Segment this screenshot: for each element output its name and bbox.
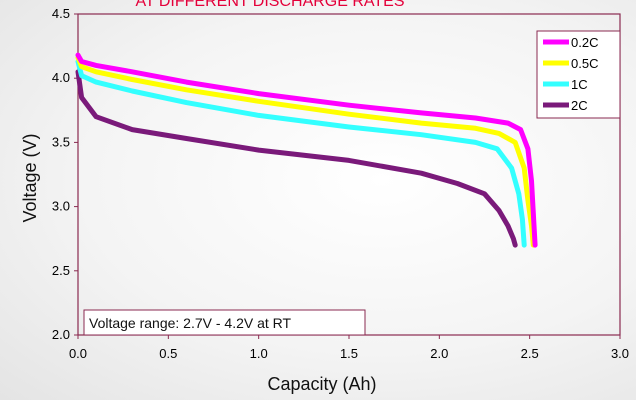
series-lines xyxy=(75,52,538,248)
x-axis: 0.0 0.5 1.0 1.5 2.0 2.5 3.0 xyxy=(69,335,629,361)
legend-label: 1C xyxy=(571,77,588,92)
y-tick-label: 3.0 xyxy=(52,199,70,214)
legend-label: 2C xyxy=(571,98,588,113)
y-tick-label: 3.5 xyxy=(52,134,70,149)
x-tick-label: 2.5 xyxy=(521,346,539,361)
legend-label: 0.5C xyxy=(571,56,598,71)
x-tick-label: 1.5 xyxy=(340,346,358,361)
legend: 0.2C 0.5C 1C 2C xyxy=(543,35,598,113)
annotation-text: Voltage range: 2.7V - 4.2V at RT xyxy=(89,315,292,331)
series-line-2c xyxy=(75,69,518,248)
annotation-box xyxy=(83,309,366,336)
chart-title: AT DIFFERENT DISCHARGE RATES xyxy=(135,0,404,10)
x-tick-label: 3.0 xyxy=(611,346,629,361)
y-tick-label: 2.0 xyxy=(52,327,70,342)
y-tick-label: 2.5 xyxy=(52,263,70,278)
x-axis-title: Capacity (Ah) xyxy=(267,374,376,394)
x-tick-label: 0.5 xyxy=(159,346,177,361)
series-line-0-2c xyxy=(75,52,538,248)
y-axis: 2.0 2.5 3.0 3.5 4.0 4.5 xyxy=(52,6,78,342)
x-tick-label: 0.0 xyxy=(69,346,87,361)
x-tick-label: 1.0 xyxy=(250,346,268,361)
series-line-0-5c xyxy=(75,55,536,248)
y-tick-label: 4.0 xyxy=(52,70,70,85)
legend-label: 0.2C xyxy=(571,35,598,50)
y-tick-label: 4.5 xyxy=(52,6,70,21)
y-axis-title: Voltage (V) xyxy=(20,133,40,222)
x-tick-label: 2.0 xyxy=(430,346,448,361)
series-line-1c xyxy=(75,59,527,248)
